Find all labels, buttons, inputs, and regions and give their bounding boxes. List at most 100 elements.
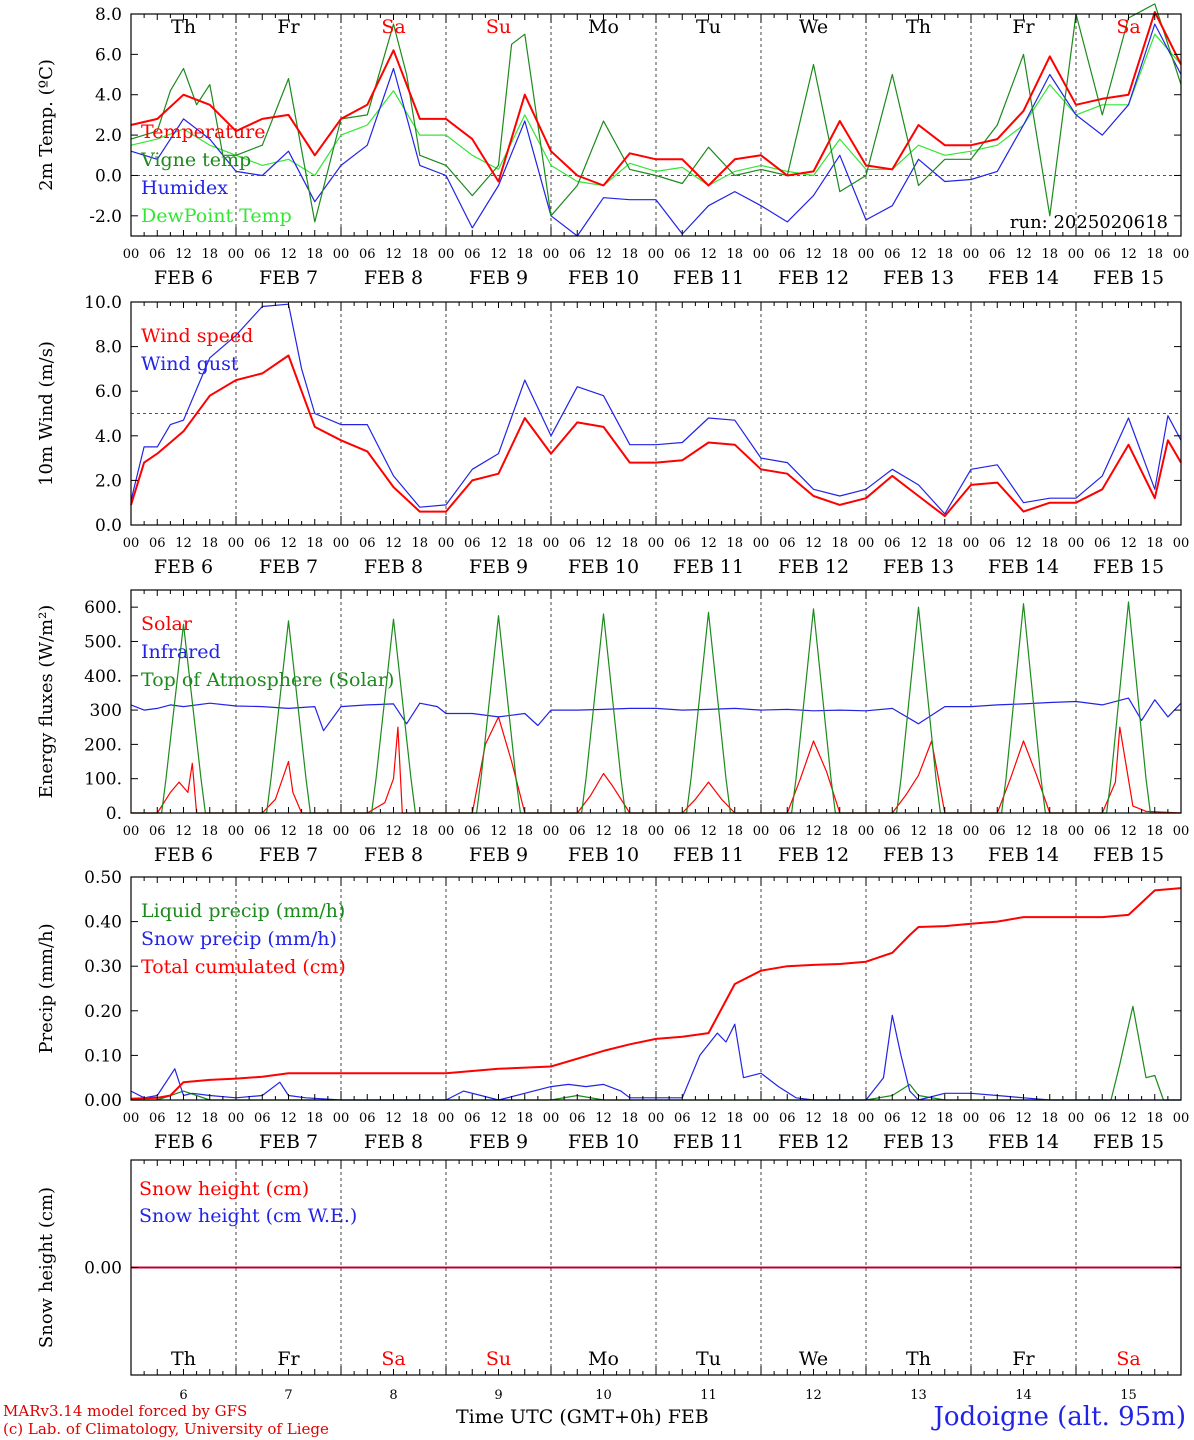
hour-label: 06	[254, 1111, 271, 1126]
credit-line-2: (c) Lab. of Climatology, University of L…	[3, 1420, 329, 1438]
hour-label: 06	[779, 1111, 796, 1126]
hour-label: 18	[1146, 824, 1163, 839]
panel-4: 0.00 0.10 0.20 0.30 0.40 0.50 Precip (mm/h) Liq…	[36, 868, 1189, 1153]
hour-label: 00	[543, 1111, 560, 1126]
hour-label: 12	[910, 1111, 927, 1126]
date-label: FEB 11	[673, 1131, 744, 1153]
hour-label: 12	[175, 824, 192, 839]
hour-label: 06	[359, 824, 376, 839]
hour-label: 12	[700, 824, 717, 839]
hour-label: 18	[516, 824, 533, 839]
date-label: FEB 6	[154, 1131, 213, 1153]
hour-label: 06	[779, 247, 796, 262]
hour-label: 18	[516, 536, 533, 551]
hour-label: 00	[333, 247, 350, 262]
hour-label: 12	[910, 247, 927, 262]
hour-label: 06	[569, 247, 586, 262]
hour-label: 00	[228, 824, 245, 839]
hour-label: 18	[936, 536, 953, 551]
y-tick-label: 0.40	[84, 913, 122, 933]
hour-label: 00	[858, 824, 875, 839]
hour-label: 06	[779, 824, 796, 839]
date-label: FEB 11	[673, 267, 744, 289]
hour-label: 18	[411, 1111, 428, 1126]
day-number-label: 8	[389, 1388, 397, 1403]
y-tick-label: 2.0	[95, 126, 122, 146]
hour-label: 00	[963, 247, 980, 262]
weekday-label: Mo	[588, 1348, 619, 1370]
y-tick-label: 8.0	[95, 338, 122, 358]
hour-label: 18	[936, 1111, 953, 1126]
date-label: FEB 9	[469, 556, 528, 578]
hour-label: 00	[963, 824, 980, 839]
date-label: FEB 15	[1093, 556, 1164, 578]
hour-label: 06	[884, 247, 901, 262]
hour-label: 06	[254, 247, 271, 262]
hour-label: 00	[333, 536, 350, 551]
panel-2: 0.0 2.0 4.0 6.0 8.0 10.0 10m Wind (m/s) Wind sp…	[36, 293, 1189, 578]
hour-label: 06	[884, 536, 901, 551]
date-label: FEB 10	[568, 556, 639, 578]
day-number-label: 7	[284, 1388, 292, 1403]
date-label: FEB 8	[364, 1131, 423, 1153]
hour-label: 12	[700, 1111, 717, 1126]
hour-label: 12	[805, 1111, 822, 1126]
hour-label: 18	[1041, 247, 1058, 262]
hour-label: 06	[884, 824, 901, 839]
date-label: FEB 12	[778, 1131, 849, 1153]
weekday-label: Sa	[1116, 16, 1140, 38]
hour-label: 18	[306, 247, 323, 262]
y-tick-label: 6.0	[95, 45, 122, 65]
y-tick-label: 4.0	[95, 86, 122, 106]
legend-entry: Snow height (cm)	[139, 1178, 309, 1200]
legend-entry: Humidex	[141, 177, 228, 199]
y-tick-label: 6.0	[95, 382, 122, 402]
date-label: FEB 6	[154, 267, 213, 289]
y-axis-label: Snow height (cm)	[36, 1187, 57, 1348]
hour-label: 06	[989, 824, 1006, 839]
hour-label: 18	[831, 247, 848, 262]
hour-label: 00	[753, 1111, 770, 1126]
hour-label: 06	[1094, 1111, 1111, 1126]
series-line	[130, 11, 1182, 187]
hour-label: 06	[569, 824, 586, 839]
weekday-label: Su	[486, 1348, 511, 1370]
series-line	[130, 23, 1182, 237]
series-line	[130, 33, 1182, 187]
hour-label: 06	[149, 1111, 166, 1126]
hour-label: 18	[726, 536, 743, 551]
hour-label: 00	[858, 536, 875, 551]
hour-label: 12	[1120, 824, 1137, 839]
hour-label: 06	[1094, 247, 1111, 262]
hour-label: 12	[280, 247, 297, 262]
hour-label: 18	[1041, 536, 1058, 551]
hour-label: 18	[201, 536, 218, 551]
legend-entry: Snow height (cm W.E.)	[139, 1205, 357, 1227]
hour-label: 00	[123, 824, 140, 839]
hour-label: 12	[805, 824, 822, 839]
date-label: FEB 7	[259, 844, 318, 866]
legend-entry: Snow precip (mm/h)	[141, 928, 337, 950]
hour-label: 00	[228, 247, 245, 262]
hour-label: 18	[936, 247, 953, 262]
weekday-label: Tu	[696, 1348, 721, 1370]
hour-label: 18	[621, 824, 638, 839]
hour-label: 18	[936, 824, 953, 839]
hour-label: 18	[831, 1111, 848, 1126]
hour-label: 18	[726, 1111, 743, 1126]
hour-label: 00	[543, 824, 560, 839]
hour-label: 00	[543, 536, 560, 551]
date-label: FEB 15	[1093, 267, 1164, 289]
hour-label: 12	[910, 824, 927, 839]
hour-label: 00	[333, 1111, 350, 1126]
weekday-label: Th	[906, 1348, 931, 1370]
weekday-label: Th	[171, 1348, 196, 1370]
legend-entry: Total cumulated (cm)	[141, 956, 346, 978]
station-name: Jodoigne (alt. 95m)	[933, 1402, 1186, 1432]
hour-label: 06	[149, 247, 166, 262]
weekday-label: Th	[906, 16, 931, 38]
day-number-label: 12	[805, 1388, 822, 1403]
hour-label: 00	[753, 247, 770, 262]
hour-label: 06	[674, 1111, 691, 1126]
hour-label: 18	[306, 824, 323, 839]
